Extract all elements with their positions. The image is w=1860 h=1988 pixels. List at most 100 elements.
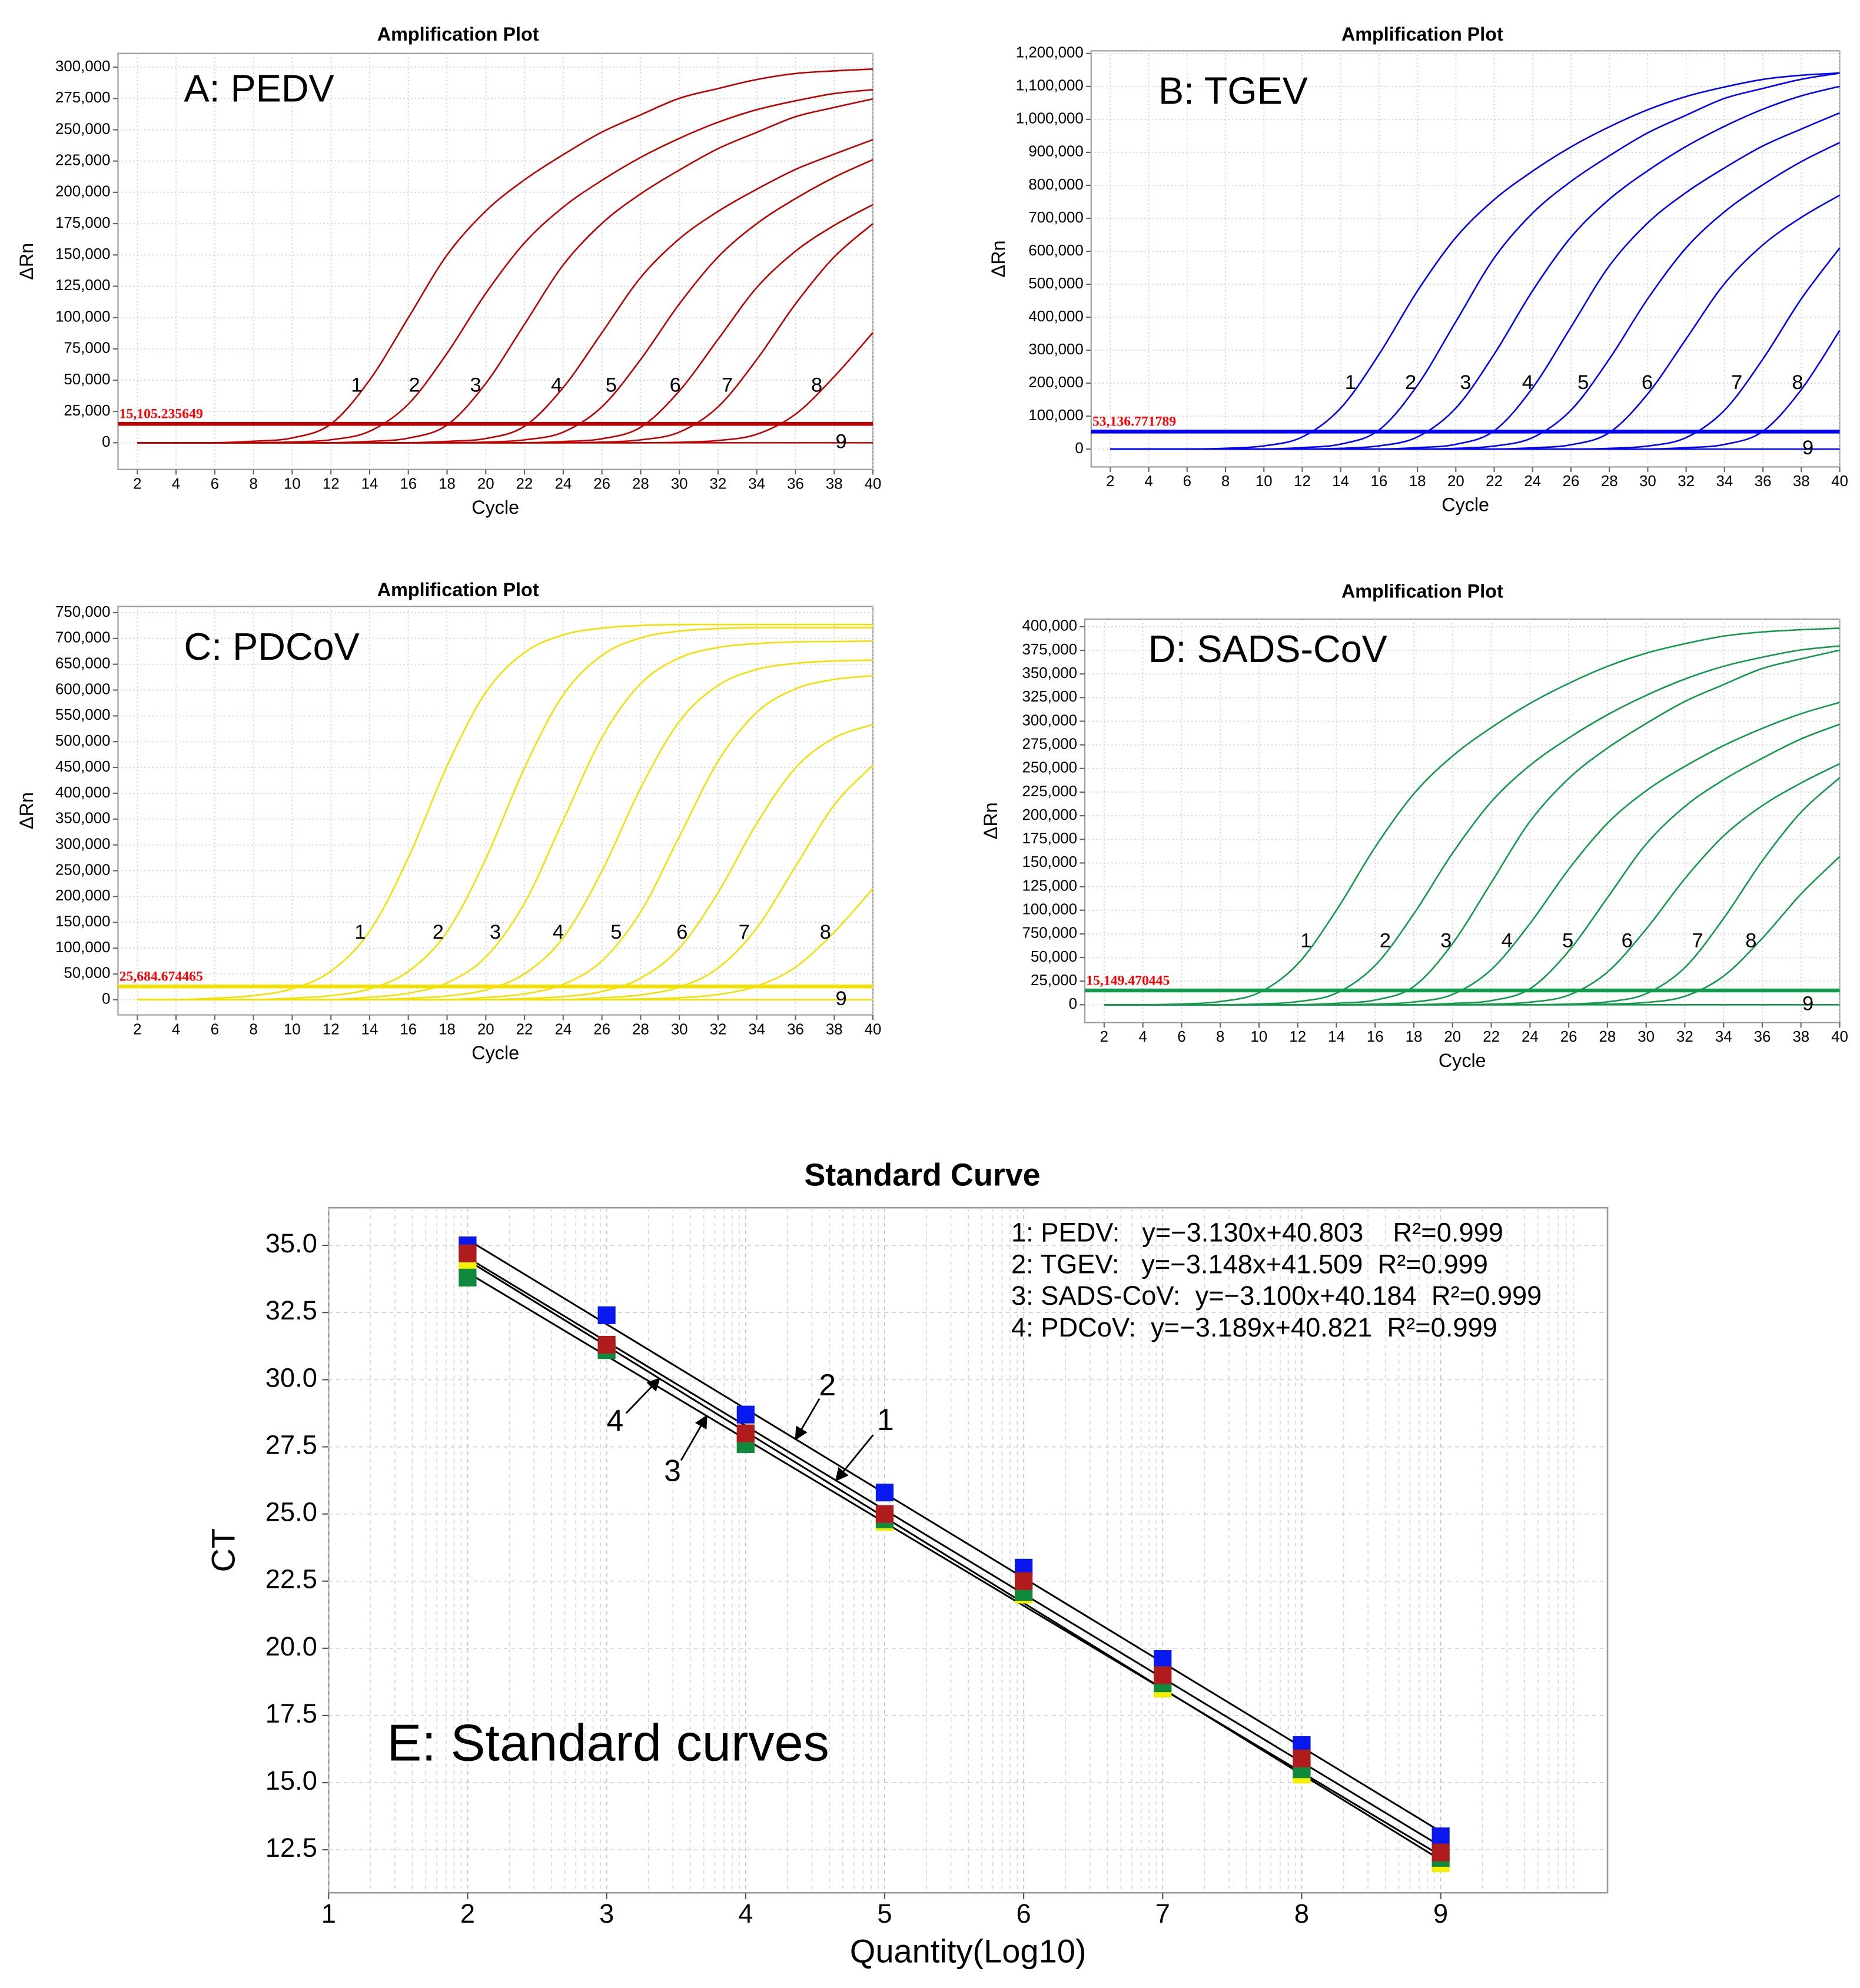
x-tick-label: 4 [1144,473,1152,490]
y-tick-label: 125,000 [1022,877,1077,894]
x-tick-label: 2 [460,1899,475,1929]
data-point [1154,1666,1172,1684]
x-tick-label: 8 [249,476,257,492]
y-tick-label: 35.0 [265,1228,317,1258]
y-axis-label: ΔRn [988,240,1009,277]
x-tick-label: 34 [748,476,765,492]
chart-title: Amplification Plot [1341,580,1503,601]
x-tick-label: 14 [1332,473,1349,490]
y-tick-label: 250,000 [1022,760,1077,776]
x-tick-label: 26 [593,1021,610,1038]
x-tick-label: 38 [1793,473,1810,490]
curve-label: 2 [433,921,444,943]
x-tick-label: 4 [1138,1029,1147,1045]
y-tick-label: 200,000 [55,887,110,904]
curve-label: 1 [351,374,362,396]
y-tick-label: 500,000 [1028,275,1083,292]
x-axis-label: Cycle [1439,1050,1486,1071]
curve-label: 7 [1692,930,1703,952]
data-point [1431,1843,1450,1861]
x-tick-label: 16 [400,476,417,492]
curve-label: 2 [1405,371,1416,394]
y-tick-label: 32.5 [265,1295,317,1325]
y-tick-label: 200,000 [1022,807,1077,823]
x-tick-label: 9 [1433,1899,1448,1929]
y-tick-label: 650,000 [55,656,110,672]
threshold-label: 53,136.771789 [1092,414,1176,430]
x-tick-label: 16 [1367,1029,1384,1045]
x-tick-label: 8 [249,1021,257,1038]
label-arrow [795,1398,821,1441]
curve-label: 9 [836,430,847,453]
curve-label: 4 [553,921,564,943]
x-tick-label: 22 [516,1021,533,1038]
y-tick-label: 200,000 [1028,374,1083,391]
x-tick-label: 30 [1639,473,1656,490]
y-tick-label: 250,000 [55,121,110,137]
curve-label: 1 [1300,930,1311,952]
curve-label: 8 [1792,371,1803,394]
y-tick-label: 15.0 [265,1766,317,1796]
y-tick-label: 1,000,000 [1016,111,1084,127]
curve-label: 8 [1745,930,1756,952]
chart-title: Amplification Plot [1341,24,1503,45]
data-point [459,1244,477,1262]
y-tick-label: 300,000 [55,58,110,75]
x-tick-label: 16 [1371,473,1388,490]
x-tick-label: 26 [1563,473,1580,490]
x-tick-label: 28 [1601,473,1618,490]
x-tick-label: 20 [477,476,494,492]
x-tick-label: 10 [1251,1029,1268,1045]
x-tick-label: 8 [1221,473,1230,490]
panel-label: C: PDCoV [184,625,360,668]
x-tick-label: 34 [1716,473,1733,490]
chart-title: Amplification Plot [377,579,539,600]
y-tick-label: 900,000 [1028,144,1083,160]
x-tick-label: 4 [172,476,180,492]
curve-label: 5 [610,921,622,943]
y-tick-label: 0 [102,434,110,450]
x-tick-label: 18 [439,1021,456,1038]
y-tick-label: 22.5 [265,1564,317,1594]
y-tick-label: 50,000 [64,965,110,982]
x-tick-label: 10 [1256,473,1273,490]
curve-label: 7 [1731,371,1742,394]
x-tick-label: 12 [1289,1029,1306,1045]
y-tick-label: 325,000 [1022,689,1077,705]
curve-label: 7 [739,921,750,943]
y-axis-label: ΔRn [980,802,1001,839]
x-tick-label: 10 [284,476,301,492]
y-tick-label: 300,000 [1028,341,1083,358]
x-tick-label: 18 [439,476,456,492]
curve-label: 9 [1802,437,1814,459]
x-axis-label: Cycle [1442,494,1489,516]
y-tick-label: 500,000 [55,733,110,749]
plot-area [1084,618,1841,1023]
x-tick-label: 34 [748,1021,765,1038]
x-tick-label: 32 [1678,473,1695,490]
curve-label: 1 [354,921,366,943]
x-tick-label: 22 [516,476,533,492]
curve-label: 8 [820,921,831,943]
y-axis-label: ΔRn [16,243,37,280]
x-tick-label: 36 [1755,473,1772,490]
y-tick-label: 150,000 [55,913,110,930]
curve-label: 4 [551,374,562,396]
curve-label: 6 [670,374,681,396]
x-axis-label: Cycle [471,497,519,518]
y-tick-label: 350,000 [55,810,110,827]
fit-line [464,1258,1444,1863]
y-tick-label: 400,000 [1028,308,1083,325]
y-tick-label: 225,000 [1022,783,1077,800]
y-tick-label: 200,000 [55,184,110,200]
panel-label: B: TGEV [1158,69,1308,112]
amplification-curve [137,68,873,444]
y-tick-label: 400,000 [55,784,110,801]
curve-label: 5 [1562,930,1573,952]
y-tick-label: 25,000 [64,403,110,419]
amplification-curve [1104,627,1840,1006]
x-tick-label: 26 [1560,1029,1577,1045]
x-tick-label: 40 [1831,473,1848,490]
x-tick-label: 32 [1676,1029,1693,1045]
